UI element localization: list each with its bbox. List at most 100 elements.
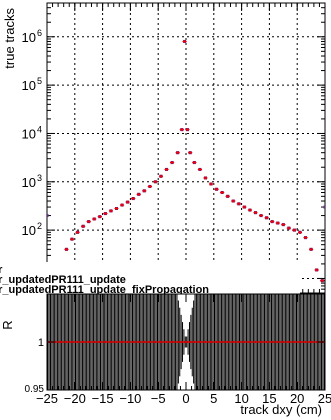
ratio-point [183, 341, 186, 343]
ratio-point [215, 341, 218, 343]
ratio-point [154, 341, 157, 343]
ratio-point [204, 341, 207, 343]
data-point [109, 209, 113, 213]
ratio-point [210, 341, 213, 343]
y-tick-label-exponent: 6 [37, 28, 42, 38]
data-point [192, 161, 196, 165]
data-point [153, 180, 157, 184]
x-tick-label: 20 [290, 391, 304, 406]
main-y-tick-labels: 10102103104105106 [22, 28, 42, 287]
data-point [148, 184, 152, 188]
ratio-point [104, 341, 107, 343]
ratio-point [237, 341, 240, 343]
ratio-point [287, 341, 290, 343]
data-point [315, 268, 319, 272]
ratio-point [93, 341, 96, 343]
ratio-point [115, 341, 118, 343]
data-point [70, 237, 74, 241]
data-point [126, 200, 130, 204]
ratio-point [304, 341, 307, 343]
y-tick-label-exponent: 5 [37, 76, 42, 86]
data-point [87, 220, 91, 224]
data-point [183, 39, 187, 43]
y-tick-label: 10 [22, 175, 36, 190]
ratio-point [310, 341, 313, 343]
ratio-point [109, 341, 112, 343]
legend: er er_updatedPR111_update er_updatedPR11… [0, 262, 300, 296]
ratio-point [276, 341, 279, 343]
y-tick-label: 10 [22, 30, 36, 45]
data-point [142, 189, 146, 193]
data-point [248, 208, 252, 212]
ratio-point [180, 341, 183, 343]
edge-data-point [47, 214, 49, 218]
ratio-point [315, 341, 318, 343]
ratio-point [71, 341, 74, 343]
data-point [170, 161, 174, 165]
data-point [137, 192, 141, 196]
ratio-point [82, 341, 85, 343]
data-point [185, 128, 189, 132]
ratio-panel: −25 −20 −15 −10 −5 0 5 10 15 20 25 10.95 R track d… [0, 293, 331, 417]
data-point [115, 207, 118, 211]
ratio-point [98, 341, 101, 343]
data-point [188, 151, 192, 155]
data-point [231, 199, 235, 203]
ratio-point [171, 341, 174, 343]
ratio-point [137, 341, 140, 343]
ratio-y-tick-label: 0.95 [25, 384, 45, 395]
legend-entry-1: er [0, 264, 3, 276]
ratio-point [159, 341, 162, 343]
data-point [309, 247, 313, 251]
ratio-point [76, 341, 79, 343]
data-point [209, 182, 213, 186]
data-point [298, 230, 302, 234]
ratio-point [298, 341, 301, 343]
x-tick-label: −10 [119, 391, 141, 406]
data-point [64, 247, 68, 251]
ratio-point [148, 341, 151, 343]
data-point [103, 212, 107, 216]
data-point [259, 214, 263, 218]
ratio-ticks [46, 294, 326, 391]
data-point [215, 187, 219, 191]
data-point [265, 216, 269, 220]
ratio-point [65, 341, 68, 343]
data-point [226, 194, 230, 198]
ratio-point [126, 341, 129, 343]
data-point [159, 174, 163, 178]
data-point [270, 220, 274, 224]
ratio-point [254, 341, 257, 343]
y-tick-label-exponent: 3 [37, 173, 42, 183]
ratio-point [176, 341, 179, 343]
data-point [276, 221, 280, 225]
ratio-point [271, 341, 274, 343]
data-point [198, 167, 202, 171]
main-y-axis-title: true tracks [2, 8, 17, 69]
data-point [292, 228, 296, 232]
ratio-points [47, 341, 325, 343]
data-point [131, 197, 135, 201]
edge-data-point [323, 205, 325, 209]
data-point [176, 151, 180, 155]
x-tick-label: 0 [182, 391, 189, 406]
legend-background [0, 262, 300, 296]
x-tick-label: 10 [234, 391, 248, 406]
x-tick-label: 15 [262, 391, 276, 406]
ratio-point [243, 341, 246, 343]
ratio-point [54, 341, 57, 343]
data-point [242, 205, 246, 209]
ratio-point [221, 341, 224, 343]
ratio-point [189, 341, 192, 343]
data-point [304, 236, 308, 240]
main-grid [47, 3, 325, 293]
data-point [98, 215, 102, 219]
data-point [320, 279, 324, 283]
data-point [254, 211, 257, 215]
legend-entry-3: er_updatedPR111_update_fixPropagation [0, 284, 209, 296]
ratio-point [282, 341, 285, 343]
ratio-point [265, 341, 268, 343]
data-point [92, 217, 96, 221]
data-point [81, 224, 85, 228]
